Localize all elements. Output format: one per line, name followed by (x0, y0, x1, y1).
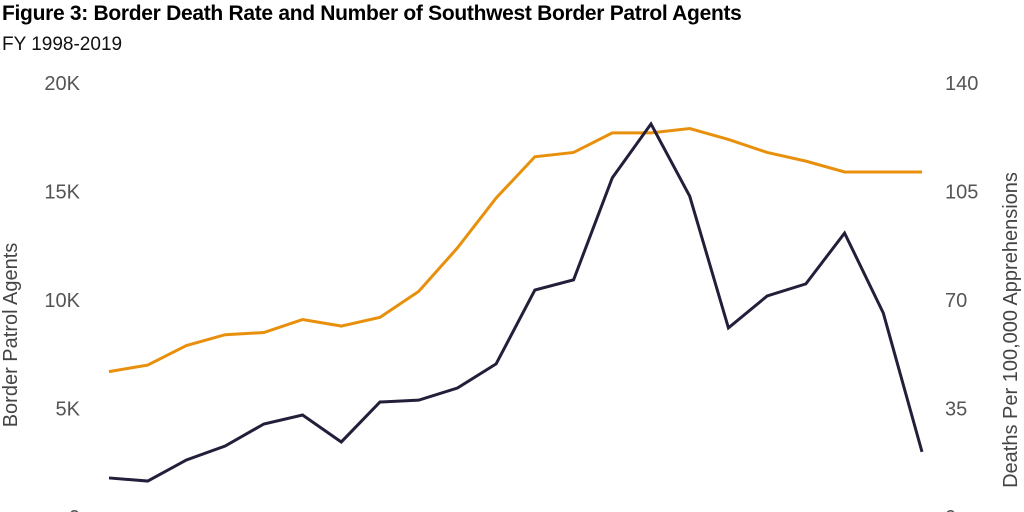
y-tick-right-label: 70 (945, 290, 967, 312)
y-tick-right-label: 35 (945, 399, 967, 421)
chart-title: Figure 3: Border Death Rate and Number o… (2, 2, 742, 25)
y-axis-right-label: Deaths Per 100,000 Apprehensions (1000, 172, 1022, 488)
y-tick-left-label: 10K (44, 290, 80, 312)
y-tick-right-label: 105 (945, 182, 978, 204)
chart-subtitle: FY 1998-2019 (2, 34, 123, 55)
y-tick-right-label: 0 (945, 507, 956, 512)
y-tick-left-label: 20K (44, 73, 80, 95)
y-tick-left-label: 15K (44, 182, 80, 204)
series-line-death-rate (108, 121, 924, 483)
y-tick-left-label: 0 (69, 507, 80, 512)
series-line-agents (108, 127, 922, 374)
y-tick-left-label: 5K (56, 399, 81, 421)
y-axis-left-label: Border Patrol Agents (0, 243, 22, 428)
y-tick-right-label: 140 (945, 73, 978, 95)
